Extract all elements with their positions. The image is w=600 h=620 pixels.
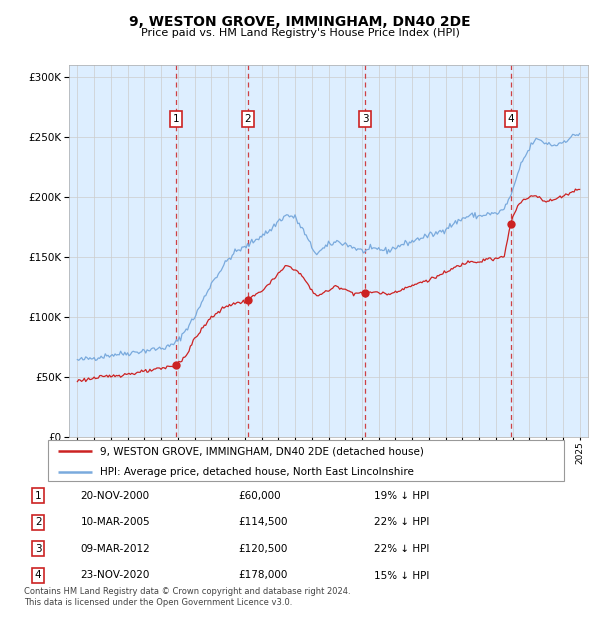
Text: 1: 1 [173, 114, 179, 124]
Text: 22% ↓ HPI: 22% ↓ HPI [374, 517, 429, 527]
Text: £178,000: £178,000 [238, 570, 287, 580]
Text: 9, WESTON GROVE, IMMINGHAM, DN40 2DE: 9, WESTON GROVE, IMMINGHAM, DN40 2DE [129, 16, 471, 30]
Text: 4: 4 [508, 114, 514, 124]
Text: This data is licensed under the Open Government Licence v3.0.: This data is licensed under the Open Gov… [24, 598, 292, 606]
Text: 10-MAR-2005: 10-MAR-2005 [80, 517, 150, 527]
Text: 15% ↓ HPI: 15% ↓ HPI [374, 570, 429, 580]
Text: £60,000: £60,000 [238, 490, 281, 501]
Text: 3: 3 [35, 544, 41, 554]
Text: £114,500: £114,500 [238, 517, 288, 527]
Text: HPI: Average price, detached house, North East Lincolnshire: HPI: Average price, detached house, Nort… [100, 467, 413, 477]
Text: 23-NOV-2020: 23-NOV-2020 [80, 570, 150, 580]
FancyBboxPatch shape [48, 440, 564, 480]
Text: 9, WESTON GROVE, IMMINGHAM, DN40 2DE (detached house): 9, WESTON GROVE, IMMINGHAM, DN40 2DE (de… [100, 446, 424, 456]
Text: 2: 2 [35, 517, 41, 527]
Text: 20-NOV-2000: 20-NOV-2000 [80, 490, 149, 501]
Text: 4: 4 [35, 570, 41, 580]
Text: 09-MAR-2012: 09-MAR-2012 [80, 544, 150, 554]
Text: 2: 2 [245, 114, 251, 124]
Text: Price paid vs. HM Land Registry's House Price Index (HPI): Price paid vs. HM Land Registry's House … [140, 28, 460, 38]
Text: £120,500: £120,500 [238, 544, 287, 554]
Text: 3: 3 [362, 114, 368, 124]
Text: 1: 1 [35, 490, 41, 501]
Text: Contains HM Land Registry data © Crown copyright and database right 2024.: Contains HM Land Registry data © Crown c… [24, 587, 350, 596]
Text: 22% ↓ HPI: 22% ↓ HPI [374, 544, 429, 554]
Text: 19% ↓ HPI: 19% ↓ HPI [374, 490, 429, 501]
